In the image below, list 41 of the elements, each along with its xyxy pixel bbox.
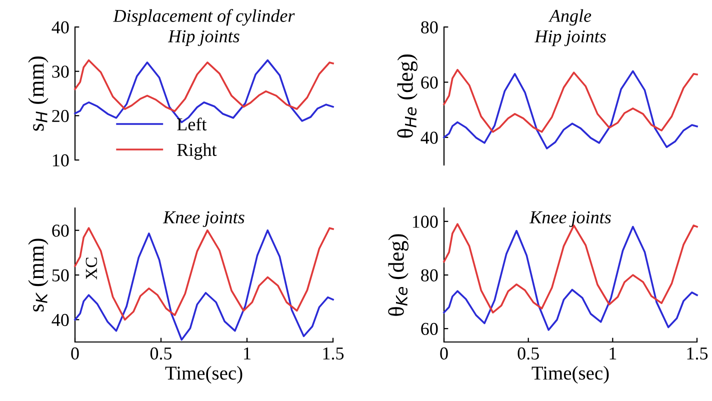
chart-title: Angle xyxy=(548,9,592,26)
x-tick-label: 1.5 xyxy=(687,347,708,360)
y-axis-title: s$_{H}$ (mm) xyxy=(28,56,48,131)
y-tick-label: 40 xyxy=(420,132,438,144)
chart-subtitle: Hip joints xyxy=(168,30,240,46)
line-series xyxy=(443,68,698,133)
x-tick-label: 1 xyxy=(610,347,616,360)
y-tick-label: 40 xyxy=(52,314,69,326)
y-tick-label: 20 xyxy=(52,110,69,122)
x-tick-label: 0.5 xyxy=(518,347,539,360)
x-axis-title: Time(sec) xyxy=(532,366,609,384)
legend-label: Right xyxy=(177,143,217,160)
y-axis-title: s$_{K}$ (mm) xyxy=(28,238,48,312)
chart-title: Displacement of cylinder xyxy=(113,9,295,26)
legend-label: Left xyxy=(177,118,207,130)
x-tick-label: 0 xyxy=(71,347,79,360)
y-tick-label: 60 xyxy=(421,76,438,89)
x-tick-label: 0.5 xyxy=(150,347,172,360)
y-tick-label: 80 xyxy=(421,269,438,282)
y-tick-label: 60 xyxy=(421,322,438,336)
annotation: XC xyxy=(86,258,98,280)
chart-title: Knee joints xyxy=(529,211,611,228)
y-tick-label: 10 xyxy=(52,154,69,166)
x-axis-title: Time(sec) xyxy=(165,366,242,384)
y-tick-label: 80 xyxy=(421,21,438,34)
y-tick-label: 40 xyxy=(52,21,69,34)
line-series xyxy=(443,226,698,331)
chart-subtitle: Hip joints xyxy=(534,30,606,46)
y-tick-label: 30 xyxy=(52,66,69,78)
x-tick-label: 1.5 xyxy=(323,347,344,360)
line-series xyxy=(74,59,334,112)
y-tick-label: 60 xyxy=(52,224,69,237)
line-series xyxy=(443,70,698,150)
line-series xyxy=(74,227,334,321)
chart-title: Knee joints xyxy=(162,211,244,228)
y-axis-title: θ$_{He}$ (deg) xyxy=(397,54,418,138)
y-tick-label: 50 xyxy=(52,269,69,282)
x-tick-label: 0 xyxy=(440,347,448,360)
x-tick-label: 1 xyxy=(244,347,250,360)
y-tick-label: 100 xyxy=(412,216,438,228)
y-axis-title: θ$_{Ke}$ (deg) xyxy=(388,234,408,316)
